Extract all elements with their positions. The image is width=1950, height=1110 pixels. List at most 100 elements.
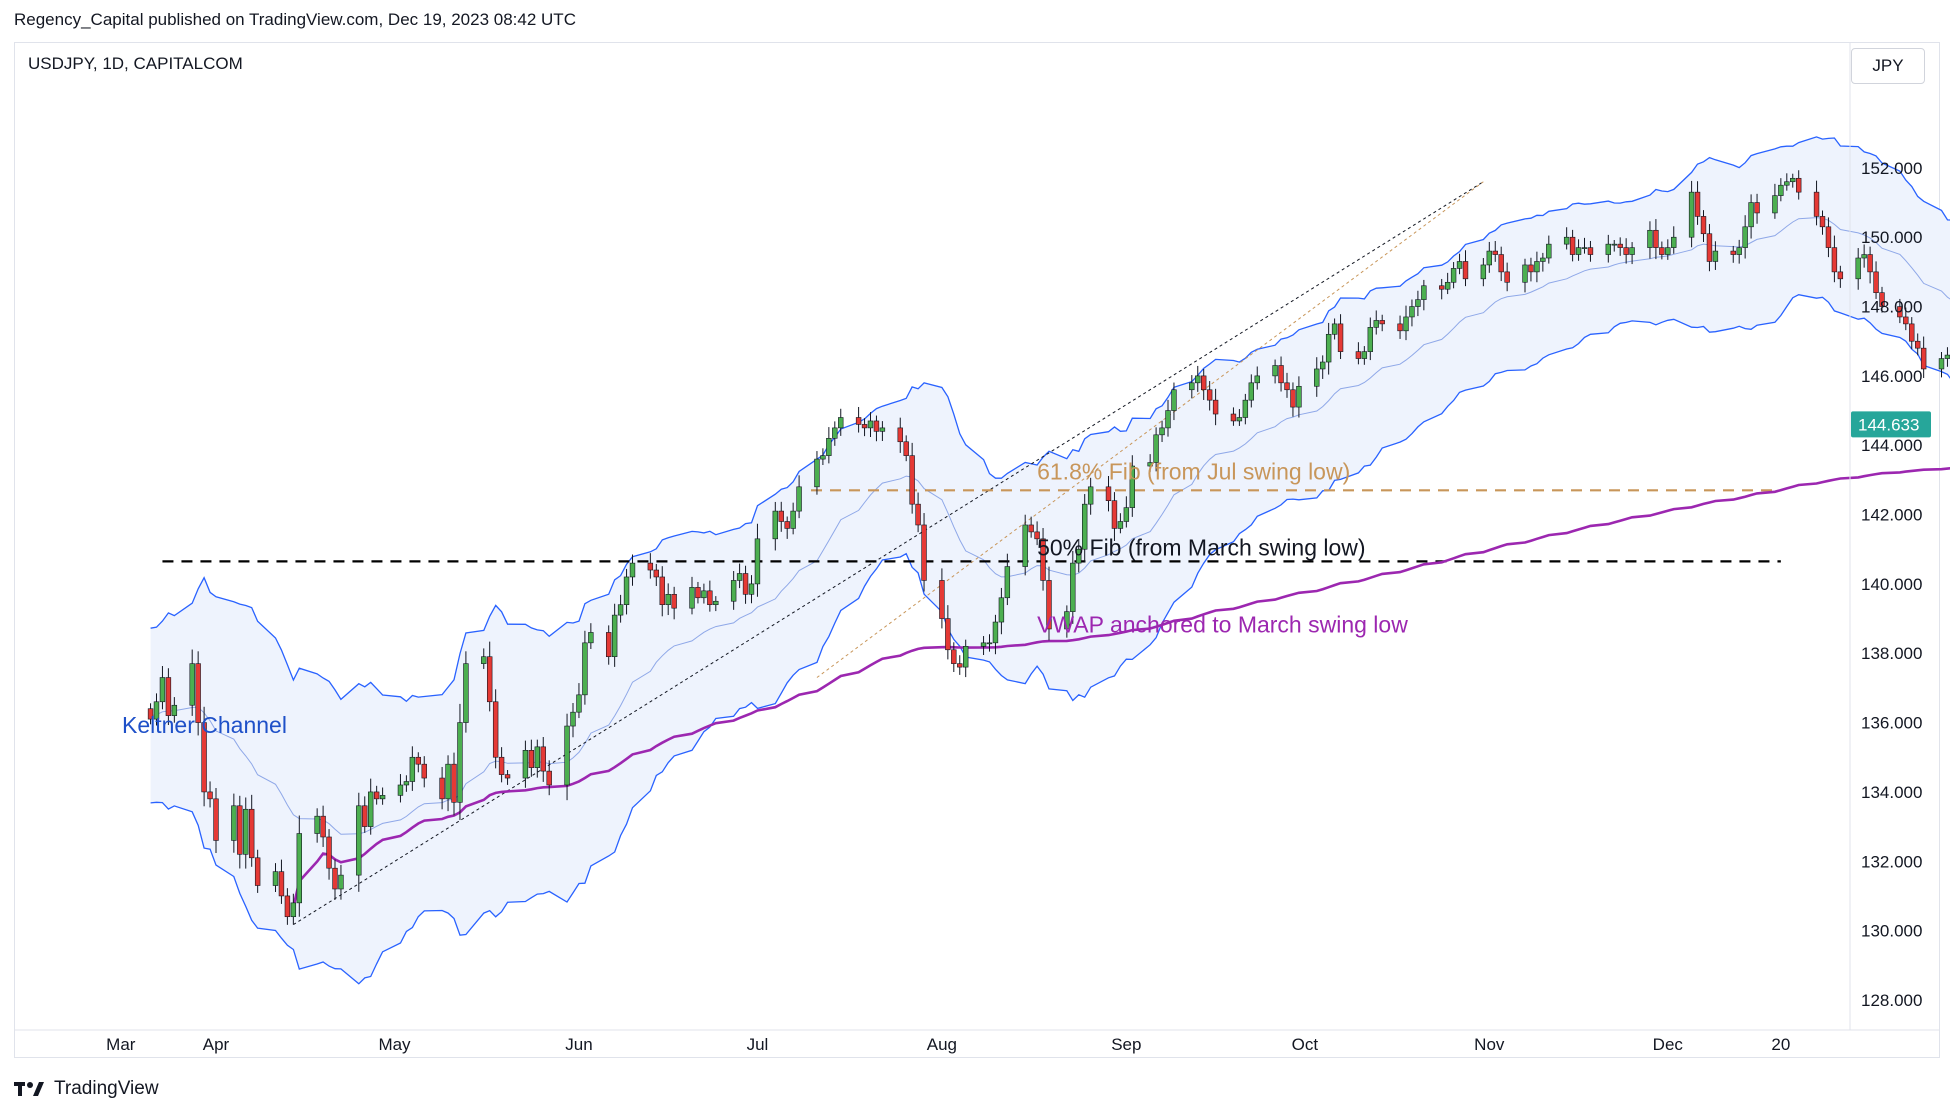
candle-body [611,614,618,658]
candle-body [814,458,820,488]
candle-body [1355,351,1362,359]
candle [1688,180,1695,248]
candle-body [998,597,1005,623]
fib-levels [162,489,1781,563]
candle [1320,355,1326,379]
candle-body [439,777,445,800]
candle [1909,317,1915,349]
candle [1748,194,1754,239]
candle [939,568,945,629]
publisher-line: Regency_Capital published on TradingView… [14,10,576,29]
candle-body [284,895,291,918]
candle [623,568,630,615]
price-tick-label: 128.000 [1861,991,1922,1010]
candle-body [772,510,779,540]
candle-body [540,746,546,772]
candle [1159,420,1165,443]
candle [373,785,380,805]
candle [326,829,332,880]
candle [909,442,915,514]
candle [1123,496,1130,528]
currency-button[interactable]: JPY [1851,48,1925,84]
candle [1284,372,1290,398]
candle-body [647,562,654,571]
candle [415,752,421,773]
candle [1861,244,1867,268]
candle-body [1022,524,1028,567]
candle-body [1665,247,1671,255]
candle [189,649,195,716]
candle [1605,234,1612,263]
candle [1450,262,1457,289]
candle-body [1736,247,1742,255]
candle [951,642,957,672]
tradingview-logo[interactable]: TradingView [14,1076,159,1102]
tradingview-logo-icon [14,1082,44,1096]
candle [1837,265,1844,288]
candle-body [1611,243,1617,246]
candle [659,566,665,617]
candle-body [838,417,844,429]
candle-body [623,576,630,606]
candle-body [445,763,451,800]
time-tick-label: Sep [1111,1035,1141,1054]
candle-body [1920,347,1927,370]
candle [153,693,160,726]
candle-body [980,642,987,647]
candle-body [254,857,261,886]
candle-body [1129,465,1136,508]
candle [665,583,671,616]
candle [1212,388,1219,426]
candle [945,605,951,660]
candle [522,740,529,788]
price-axis[interactable]: 128.000 130.000 132.000 134.000 136.000 138.0… [1849,42,1931,1030]
candle [1064,605,1070,638]
candle [1040,528,1046,591]
candle-body [1825,226,1832,248]
candle-body [832,427,838,439]
candle-body [1754,202,1760,214]
candle-body [1528,264,1534,273]
candle-body [243,808,249,855]
candle [1278,356,1284,392]
candle-body [1004,566,1011,599]
candle [1296,376,1302,418]
candle [605,625,612,665]
time-axis[interactable]: Mar Apr May Jun Jul Aug Sep Oct Nov Dec 20 [14,1029,1940,1054]
candle-body [1230,413,1237,422]
candle [439,766,445,810]
candle [1004,553,1011,606]
candle [457,703,463,821]
candle-body [171,704,178,716]
candle [1563,227,1570,250]
candle-body [695,587,701,599]
candle-body [296,833,302,904]
price-tick-label: 152.000 [1861,159,1922,178]
candle [213,788,219,853]
candle [1784,173,1790,191]
price-tick-label: 136.000 [1861,714,1922,733]
candle [296,815,302,917]
candle-body [1361,351,1368,359]
candle [617,594,624,623]
candle [249,794,255,867]
time-tick-label: Oct [1292,1035,1319,1054]
candle-body [992,621,999,644]
candle [707,580,713,612]
candle [171,697,178,723]
candle-body [945,618,951,651]
candle-body [1159,427,1165,436]
candle-body [1040,538,1046,581]
candle-body [249,808,255,859]
candle-body [576,694,582,713]
candle [921,513,927,592]
candle [237,795,243,869]
candle [653,563,660,587]
candle [897,417,903,453]
candle-body [1189,382,1195,391]
price-tick-label: 138.000 [1861,644,1922,663]
time-tick-label: Apr [203,1035,230,1054]
candle [379,787,386,805]
candle-body [1504,271,1510,283]
